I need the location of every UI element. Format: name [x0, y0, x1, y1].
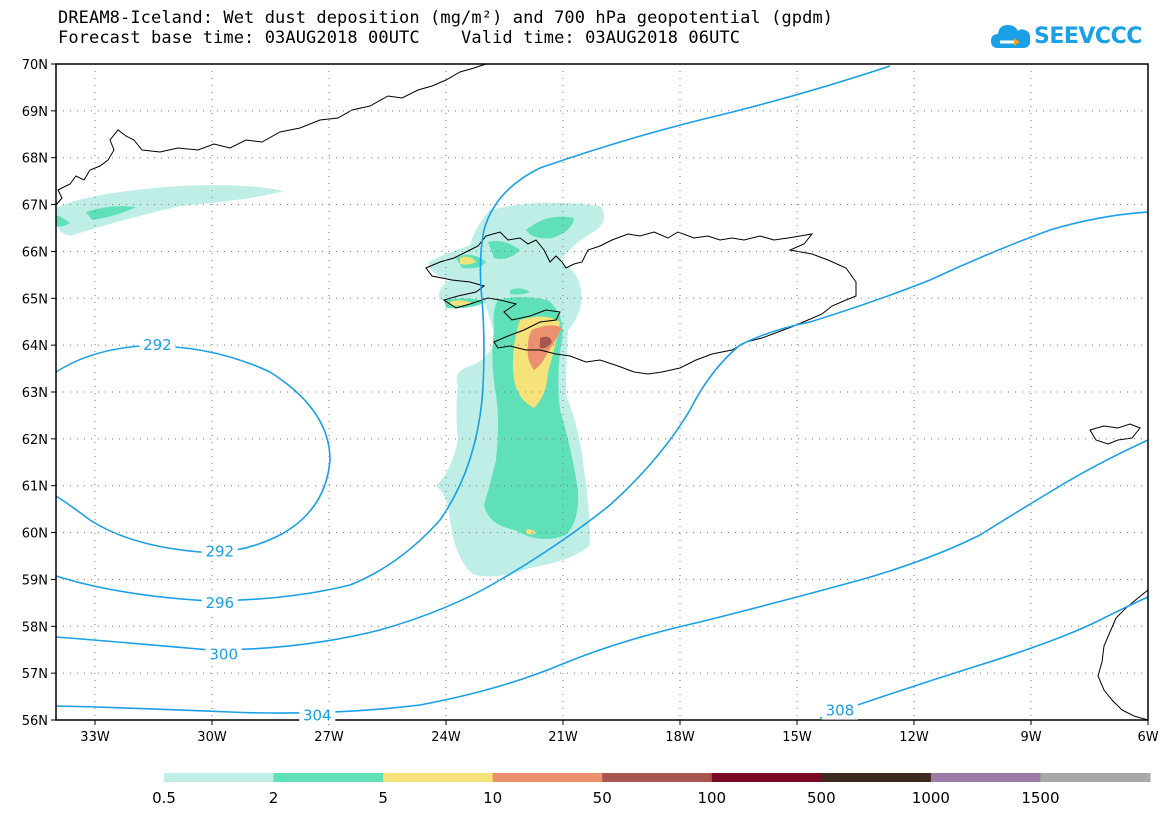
contour-label-bg: [205, 644, 242, 664]
lat-tick-label: 70N: [22, 58, 48, 73]
lat-tick-label: 68N: [22, 152, 48, 167]
contour-label-bg: [299, 705, 336, 725]
dust-area-0.5-north-plume: [55, 185, 284, 236]
latitude-labels: 70N 69N 68N 67N 66N 65N 64N 63N 62N 61N 60N 59N 58N 5…: [22, 58, 48, 729]
lat-tick-label: 57N: [22, 667, 48, 682]
contour-label: 308: [826, 702, 855, 720]
logo-text: SEEVCCC: [1034, 23, 1142, 49]
lon-tick-label: 12W: [899, 730, 929, 745]
faroe-shetland-coastline: [1089, 423, 1141, 445]
contour-304: [55, 439, 1149, 714]
lat-tick-label: 66N: [22, 245, 48, 260]
contour-label-bg: [201, 592, 238, 612]
longitude-labels: 33W 30W 27W 24W 21W 18W 15W 12W 9W 6W: [80, 730, 1158, 745]
contour-label: 292: [205, 542, 234, 560]
legend-swatch: [1040, 773, 1151, 782]
lon-tick-label: 9W: [1020, 730, 1041, 745]
lon-tick-label: 30W: [197, 730, 227, 745]
title-line-1: DREAM8-Iceland: Wet dust deposition (mg/…: [58, 8, 834, 28]
lat-tick-label: 69N: [22, 105, 48, 120]
contour-label: 296: [205, 594, 234, 612]
lon-tick-label: 6W: [1137, 730, 1158, 745]
contour-label-bg: [201, 541, 238, 561]
legend-swatch: [930, 773, 1041, 782]
lon-tick-label: 24W: [431, 730, 461, 745]
lat-tick-label: 61N: [22, 480, 48, 495]
contour-label: 292: [143, 336, 172, 354]
legend-label: 50: [593, 789, 612, 807]
lon-tick-label: 15W: [782, 730, 812, 745]
map-title: DREAM8-Iceland: Wet dust deposition (mg/…: [58, 8, 833, 48]
contour-labels: 292 292 296 300 304 308: [139, 335, 858, 725]
legend-label: 2: [269, 789, 279, 807]
lat-tick-label: 59N: [22, 573, 48, 588]
contour-292-closed: [55, 345, 331, 554]
lon-tick-label: 18W: [665, 730, 695, 745]
lat-tick-label: 62N: [22, 433, 48, 448]
legend-swatch: [164, 773, 275, 782]
legend-swatch: [711, 773, 822, 782]
cloud-icon: [991, 25, 1031, 48]
lat-tick-label: 63N: [22, 386, 48, 401]
lat-tick-label: 65N: [22, 292, 48, 307]
legend-label: 500: [807, 789, 836, 807]
legend-swatch: [492, 773, 603, 782]
lon-tick-label: 27W: [314, 730, 344, 745]
legend-label: 10: [483, 789, 502, 807]
seevccc-logo: SEEVCCC: [990, 18, 1142, 54]
greenland-coastline: [55, 63, 487, 206]
map-grid: [51, 63, 1149, 725]
dust-deposition-field: [55, 185, 605, 577]
legend-swatch: [821, 773, 932, 782]
legend-label: 5: [378, 789, 388, 807]
lat-tick-label: 64N: [22, 339, 48, 354]
title-line-2: Forecast base time: 03AUG2018 00UTC Vali…: [58, 28, 741, 48]
dust-area-2-north-plume: [56, 206, 136, 227]
contour-label: 300: [209, 645, 238, 663]
contour-label: 304: [303, 706, 332, 724]
contour-label-bg: [139, 335, 176, 355]
contour-308: [819, 596, 1149, 719]
lon-tick-label: 33W: [80, 730, 110, 745]
map-frame: [55, 63, 1149, 721]
legend-swatch: [383, 773, 494, 782]
legend-swatch: [602, 773, 713, 782]
contour-300: [55, 211, 1149, 651]
lon-tick-label: 21W: [548, 730, 578, 745]
lat-tick-label: 67N: [22, 199, 48, 214]
lat-tick-label: 60N: [22, 527, 48, 542]
contour-296: [55, 65, 891, 602]
lat-tick-label: 58N: [22, 620, 48, 635]
legend-swatch: [273, 773, 384, 782]
dust-area-50: [540, 336, 552, 349]
legend-label: 0.5: [152, 789, 176, 807]
legend-label: 100: [697, 789, 726, 807]
iceland-coastline: [425, 231, 857, 375]
lat-tick-label: 56N: [22, 714, 48, 729]
contour-label-bg: [821, 700, 858, 720]
dust-area-2-main: [484, 297, 579, 539]
legend-label: 1500: [1021, 789, 1059, 807]
legend-label: 1000: [912, 789, 950, 807]
color-legend: 0.5 2 5 10 50 100 500 1000 1500: [152, 773, 1151, 807]
